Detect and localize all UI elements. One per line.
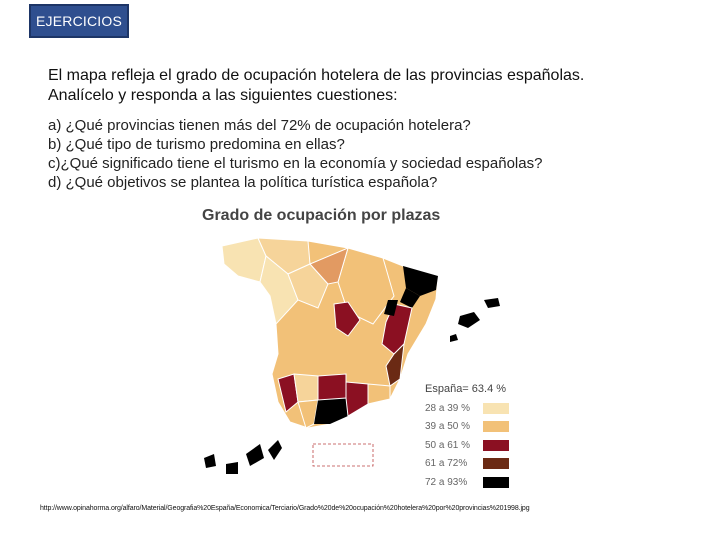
intro-text: El mapa refleja el grado de ocupación ho… [48, 66, 688, 106]
province-canary-2 [226, 462, 238, 474]
source-url: http://www.opinahorma.org/alfaro/Materia… [40, 505, 530, 512]
legend-title: España= 63.4 % [425, 383, 507, 395]
legend-label: 61 a 72% [425, 458, 468, 470]
province-cordoba [317, 373, 347, 401]
section-tag: EJERCICIOS [29, 4, 129, 38]
province-sevilla [293, 373, 319, 403]
legend-swatch [483, 439, 509, 451]
legend-row: 28 a 39 % [425, 399, 525, 418]
legend-swatch [483, 458, 509, 470]
province-balearic-3 [450, 334, 458, 342]
question-d: d) ¿Qué objetivos se plantea la política… [48, 174, 438, 191]
province-ebro [309, 247, 349, 285]
question-a: a) ¿Qué provincias tienen más del 72% de… [48, 117, 471, 134]
inset-box [312, 443, 374, 467]
province-alicante [385, 342, 405, 387]
legend-row: 39 a 50 % [425, 418, 525, 437]
legend-swatch [483, 421, 509, 433]
province-canary-4 [268, 440, 282, 460]
legend-label: 28 a 39 % [425, 402, 471, 414]
province-almeria [367, 383, 391, 405]
occupancy-map: Grado de ocupación por plazas [198, 204, 528, 494]
province-castilla-c [287, 263, 329, 309]
legend-row: 72 a 93% [425, 473, 525, 492]
province-catalonia [403, 266, 438, 296]
intro-line-1: El mapa refleja el grado de ocupación ho… [48, 67, 585, 84]
province-canary-1 [204, 454, 216, 468]
question-list: a) ¿Qué provincias tienen más del 72% de… [48, 116, 688, 192]
province-castellon [384, 300, 398, 316]
province-galicia [221, 237, 267, 283]
province-balearic-1 [458, 312, 480, 328]
legend-label: 72 a 93% [425, 476, 468, 488]
question-c: c)¿Qué significado tiene el turismo en l… [48, 155, 543, 172]
province-granada [345, 381, 369, 417]
province-balearic-2 [484, 298, 500, 308]
legend-row: 50 a 61 % [425, 436, 525, 455]
map-title: Grado de ocupación por plazas [202, 207, 441, 224]
province-catalonia-2 [400, 288, 420, 308]
province-malaga [314, 398, 348, 424]
legend-swatch [483, 476, 509, 488]
legend-row: 61 a 72% [425, 455, 525, 474]
province-madrid [333, 301, 361, 337]
intro-line-2: Analícelo y responda a las siguientes cu… [48, 87, 398, 104]
map-legend: España= 63.4 % 28 a 39 % 39 a 50 % 50 a … [425, 383, 525, 492]
province-canary-3 [246, 444, 264, 466]
spain-province-map [204, 237, 500, 474]
question-b: b) ¿Qué tipo de turismo predomina en ell… [48, 136, 345, 153]
legend-swatch [483, 402, 509, 414]
legend-label: 39 a 50 % [425, 421, 471, 433]
legend-label: 50 a 61 % [425, 439, 471, 451]
